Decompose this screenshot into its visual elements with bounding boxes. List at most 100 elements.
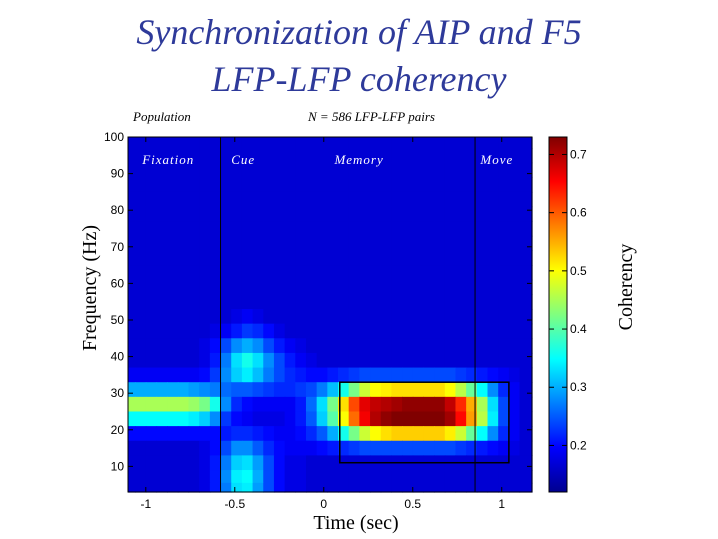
heatmap-cell: [145, 411, 158, 427]
heatmap-cell: [487, 235, 499, 252]
heatmap-cell: [519, 147, 533, 164]
heatmap-cell: [391, 279, 403, 295]
heatmap-cell: [231, 482, 243, 493]
heatmap-cell: [252, 470, 264, 484]
heatmap-cell: [476, 279, 489, 295]
heatmap-cell: [348, 411, 360, 427]
heatmap-cell: [487, 470, 499, 484]
heatmap-cell: [273, 338, 286, 354]
heatmap-cell: [455, 352, 467, 369]
heatmap-cell: [199, 147, 211, 164]
heatmap-cell: [348, 352, 360, 369]
heatmap-cell: [455, 162, 467, 178]
heatmap-cell: [487, 396, 499, 413]
heatmap-cell: [156, 235, 168, 252]
heatmap-cell: [284, 482, 296, 493]
heatmap-cell: [412, 235, 425, 252]
heatmap-cell: [338, 396, 350, 413]
heatmap-cell: [188, 440, 200, 456]
heatmap-cell: [402, 206, 414, 222]
heatmap-cell: [359, 137, 371, 149]
heatmap-cell: [476, 352, 489, 369]
heatmap-cell: [434, 426, 446, 442]
heatmap-cell: [128, 382, 136, 398]
y-tick-label: 70: [111, 240, 125, 254]
heatmap-cell: [327, 323, 339, 339]
heatmap-cell: [273, 352, 286, 369]
heatmap-cell: [359, 162, 371, 178]
heatmap-cell: [402, 440, 414, 456]
heatmap-cell: [316, 279, 328, 295]
heatmap-cell: [412, 206, 425, 222]
heatmap-cell: [455, 411, 467, 427]
heatmap-cell: [209, 221, 222, 237]
heatmap-cell: [338, 323, 350, 339]
heatmap-cell: [199, 279, 211, 295]
heatmap-cell: [434, 265, 446, 281]
heatmap-cell: [220, 235, 232, 252]
heatmap-cell: [380, 367, 392, 383]
heatmap-cell: [167, 206, 179, 222]
heatmap-cell: [188, 191, 200, 208]
heatmap-cell: [295, 265, 307, 281]
heatmap-cell: [167, 137, 179, 149]
heatmap-cell: [498, 338, 510, 354]
heatmap-cell: [338, 470, 350, 484]
y-tick-label: 80: [111, 203, 125, 217]
heatmap-cell: [156, 426, 168, 442]
heatmap-cell: [295, 396, 307, 413]
heatmap-cell: [241, 147, 254, 164]
heatmap-cell: [348, 206, 360, 222]
heatmap-cell: [273, 411, 286, 427]
heatmap-cell: [359, 396, 371, 413]
heatmap-cell: [273, 177, 286, 193]
heatmap-cell: [316, 396, 328, 413]
heatmap-cell: [519, 177, 533, 193]
heatmap-cell: [273, 206, 286, 222]
heatmap-cell: [412, 470, 425, 484]
heatmap-cell: [519, 411, 533, 427]
heatmap-cell: [327, 426, 339, 442]
heatmap-cell: [156, 367, 168, 383]
heatmap-cell: [252, 396, 264, 413]
heatmap-cell: [156, 470, 168, 484]
heatmap-cell: [327, 250, 339, 266]
heatmap-cell: [338, 279, 350, 295]
heatmap-cell: [273, 162, 286, 178]
heatmap-cell: [241, 279, 254, 295]
heatmap-cell: [284, 137, 296, 149]
heatmap-cell: [167, 191, 179, 208]
heatmap-cell: [327, 177, 339, 193]
heatmap-cell: [128, 265, 136, 281]
heatmap-cell: [199, 470, 211, 484]
heatmap-cell: [476, 177, 489, 193]
heatmap-cell: [199, 235, 211, 252]
heatmap-cell: [167, 147, 179, 164]
heatmap-cell: [220, 338, 232, 354]
heatmap-cell: [177, 396, 190, 413]
heatmap-cell: [284, 206, 296, 222]
heatmap-cell: [263, 221, 275, 237]
heatmap-cell: [156, 250, 168, 266]
heatmap-cell: [476, 338, 489, 354]
heatmap-cell: [135, 177, 147, 193]
heatmap-cell: [231, 279, 243, 295]
heatmap-cell: [498, 470, 510, 484]
heatmap-cell: [327, 191, 339, 208]
heatmap-cell: [380, 162, 392, 178]
heatmap-cell: [316, 137, 328, 149]
heatmap-cell: [391, 367, 403, 383]
heatmap-cell: [476, 235, 489, 252]
heatmap-cell: [338, 162, 350, 178]
heatmap-cell: [128, 147, 136, 164]
heatmap-cell: [241, 323, 254, 339]
heatmap-cell: [263, 323, 275, 339]
heatmap-cell: [412, 279, 425, 295]
heatmap-cell: [316, 411, 328, 427]
heatmap-cell: [209, 352, 222, 369]
heatmap-cell: [423, 352, 435, 369]
heatmap-cell: [359, 191, 371, 208]
heatmap-cell: [370, 221, 382, 237]
heatmap-cell: [156, 352, 168, 369]
heatmap-cell: [508, 279, 521, 295]
